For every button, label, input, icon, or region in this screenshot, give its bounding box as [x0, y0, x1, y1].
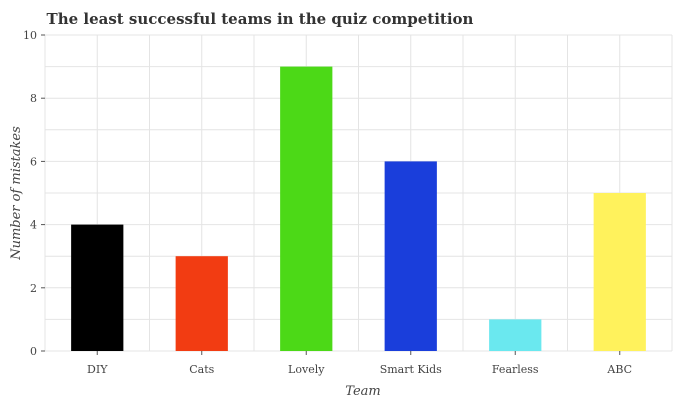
x-tick-label: Smart Kids [380, 363, 442, 376]
x-tick-label: Cats [189, 363, 214, 376]
y-axis-title: Number of mistakes [9, 126, 24, 261]
x-tick-label: ABC [606, 363, 632, 376]
bar-fearless [489, 319, 542, 351]
y-tick-label: 2 [30, 282, 37, 295]
x-tick-label: Fearless [492, 363, 539, 376]
bar-abc [593, 193, 646, 351]
bar-smart-kids [384, 161, 437, 351]
x-axis-title: Team [345, 384, 380, 399]
chart-title: The least successful teams in the quiz c… [47, 10, 474, 28]
x-tick-label: DIY [87, 363, 108, 376]
y-tick-label: 10 [23, 29, 37, 42]
x-tick-label: Lovely [288, 363, 325, 376]
bar-diy [71, 224, 124, 351]
y-tick-label: 6 [30, 155, 37, 168]
y-tick-label: 8 [30, 92, 37, 105]
bars [71, 66, 646, 351]
y-tick-label: 4 [30, 219, 37, 232]
y-tick-label: 0 [30, 345, 37, 358]
bar-lovely [280, 66, 333, 351]
grid-lines [44, 34, 673, 352]
bar-cats [175, 256, 228, 351]
y-axis-ticks: 0 2 4 6 8 10 [23, 29, 45, 358]
x-axis-ticks: DIY Cats Lovely Smart Kids Fearless ABC [87, 351, 632, 376]
